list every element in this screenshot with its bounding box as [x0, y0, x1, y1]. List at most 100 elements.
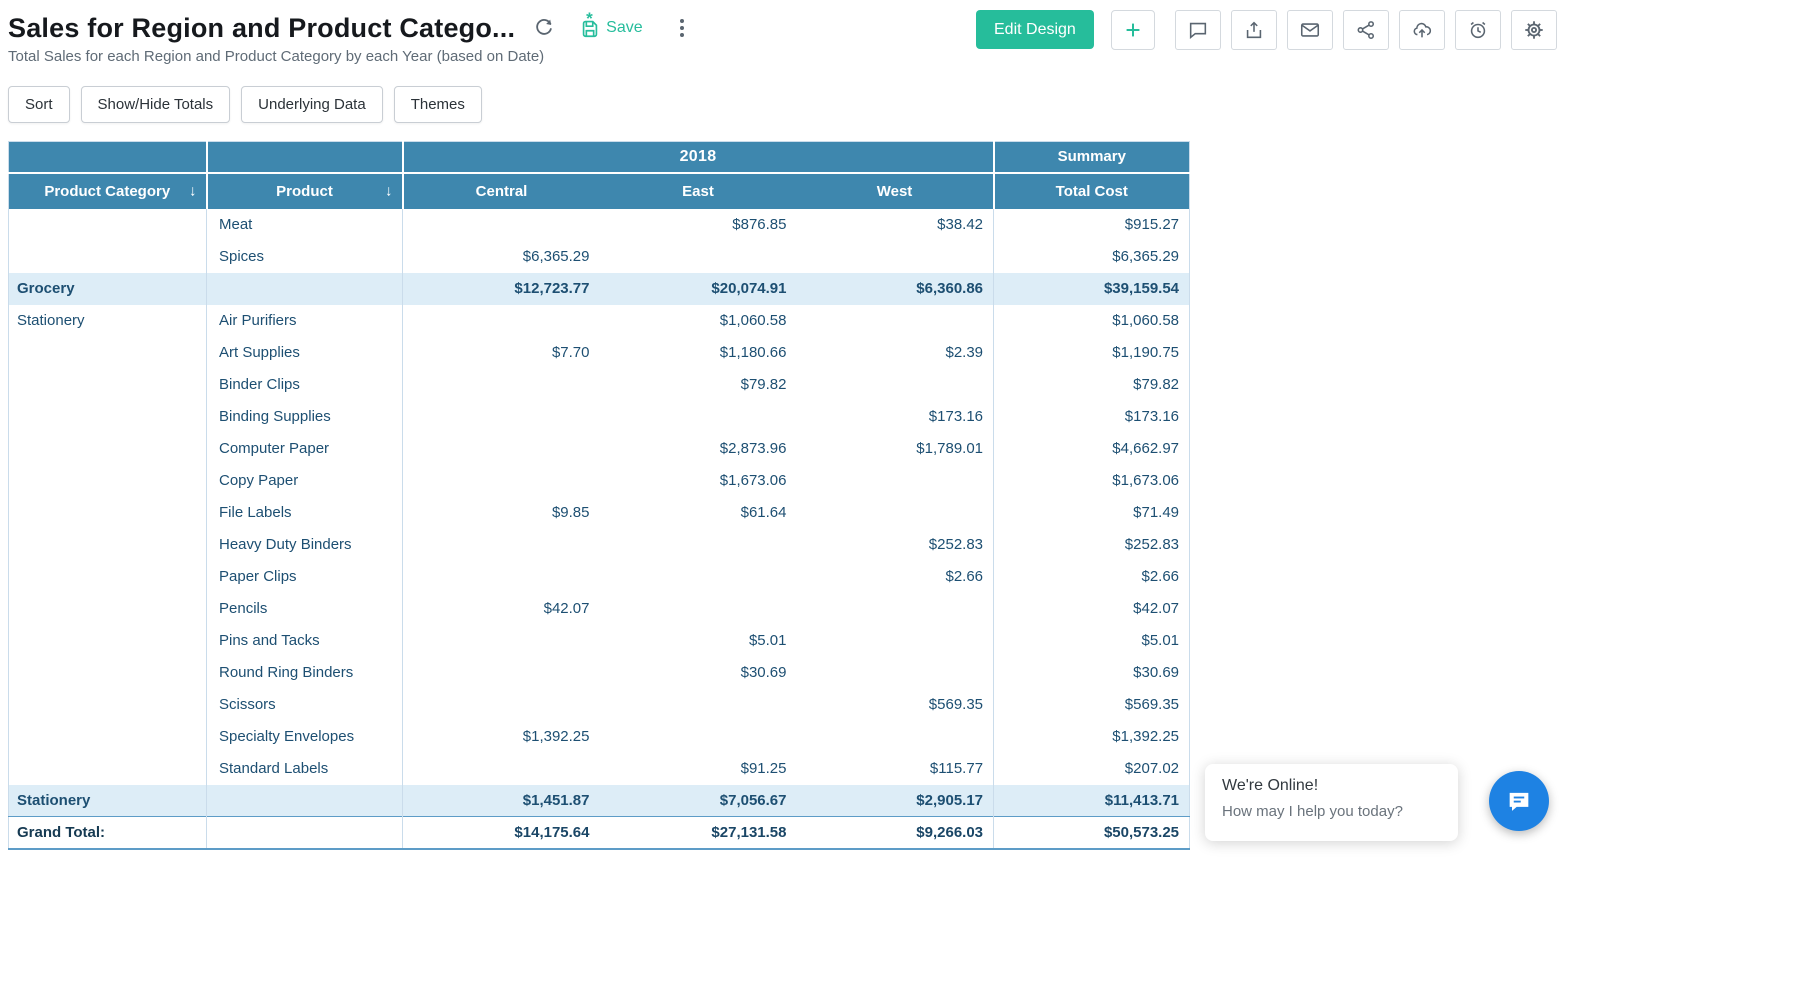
cell-category[interactable] — [9, 657, 207, 689]
cell-central[interactable] — [402, 752, 600, 785]
cell-product[interactable]: Scissors — [206, 688, 403, 721]
cell-product[interactable]: Pencils — [206, 592, 403, 625]
cell-east[interactable]: $2,873.96 — [719, 440, 787, 457]
cell-central[interactable] — [402, 624, 600, 657]
column-header-east[interactable]: East — [599, 172, 797, 209]
cell-total-cost[interactable]: $5.01 — [993, 624, 1190, 657]
cell-west[interactable] — [797, 465, 994, 497]
column-header-product[interactable]: Product ↓ — [205, 172, 403, 209]
cell-central[interactable]: $1,392.25 — [402, 720, 600, 753]
cell-product[interactable]: Spices — [206, 240, 403, 273]
summary-header[interactable]: Summary — [992, 141, 1190, 174]
alerts-button[interactable] — [1454, 10, 1501, 50]
cell-central[interactable] — [402, 464, 600, 497]
cell-product[interactable] — [206, 272, 403, 305]
cell-category[interactable] — [9, 497, 207, 529]
cell-product[interactable]: Specialty Envelopes — [206, 720, 403, 753]
cell-west[interactable]: $173.16 — [928, 408, 984, 425]
cell-west[interactable]: $2.66 — [945, 568, 984, 585]
cell-category[interactable] — [9, 593, 207, 625]
cell-product[interactable]: Binding Supplies — [206, 400, 403, 433]
cell-west[interactable] — [797, 657, 994, 689]
cell-product[interactable]: Art Supplies — [206, 336, 403, 369]
cell-total-cost[interactable]: $71.49 — [993, 496, 1190, 529]
cell-product[interactable]: Paper Clips — [206, 560, 403, 593]
column-header-central[interactable]: Central — [401, 172, 600, 209]
cell-east[interactable]: $27,131.58 — [599, 816, 797, 849]
cell-category[interactable]: Grand Total: — [8, 816, 207, 849]
cell-product[interactable]: Binder Clips — [206, 368, 403, 401]
cell-west[interactable]: $38.42 — [937, 216, 984, 233]
cell-west[interactable] — [797, 497, 994, 529]
cell-product[interactable]: Computer Paper — [206, 432, 403, 465]
cell-central[interactable]: $6,365.29 — [402, 240, 600, 273]
cell-west[interactable] — [797, 305, 994, 337]
cell-east[interactable] — [600, 689, 797, 721]
cell-east[interactable] — [600, 721, 797, 753]
cell-total-cost[interactable]: $4,662.97 — [993, 432, 1190, 465]
cell-central[interactable] — [402, 560, 600, 593]
edit-design-button[interactable]: Edit Design — [976, 10, 1094, 49]
year-header[interactable]: 2018 — [401, 141, 994, 174]
cell-east[interactable] — [600, 241, 797, 273]
cell-east[interactable]: $876.85 — [732, 216, 787, 233]
cell-total-cost[interactable]: $39,159.54 — [993, 272, 1190, 305]
cell-east[interactable]: $79.82 — [740, 376, 787, 393]
cell-category[interactable] — [9, 433, 207, 465]
cell-category[interactable] — [9, 721, 207, 753]
cell-central[interactable] — [402, 432, 600, 465]
refresh-button[interactable] — [530, 14, 558, 42]
cell-west[interactable]: $2.39 — [945, 344, 984, 361]
cell-category[interactable] — [9, 369, 207, 401]
cell-product[interactable]: Standard Labels — [206, 752, 403, 785]
themes-button[interactable]: Themes — [393, 86, 482, 123]
cell-category[interactable] — [9, 209, 207, 241]
cell-product[interactable]: Round Ring Binders — [206, 656, 403, 689]
sort-descending-icon[interactable]: ↓ — [385, 182, 393, 200]
cell-total-cost[interactable]: $6,365.29 — [993, 240, 1190, 273]
cell-category[interactable] — [9, 753, 207, 785]
column-header-total-cost[interactable]: Total Cost — [992, 172, 1190, 209]
add-button[interactable] — [1110, 10, 1155, 50]
cell-product[interactable]: Meat — [206, 208, 403, 241]
cell-central[interactable] — [402, 304, 600, 337]
cell-total-cost[interactable]: $207.02 — [993, 752, 1190, 785]
cell-total-cost[interactable]: $252.83 — [993, 528, 1190, 561]
cell-west[interactable]: $115.77 — [929, 760, 984, 777]
email-button[interactable] — [1286, 10, 1333, 50]
cell-product[interactable]: Pins and Tacks — [206, 624, 403, 657]
cell-total-cost[interactable]: $42.07 — [993, 592, 1190, 625]
cell-product[interactable] — [206, 816, 403, 849]
save-button[interactable]: * Save — [573, 9, 648, 40]
cell-east[interactable]: $1,180.66 — [719, 344, 787, 361]
comment-button[interactable] — [1174, 10, 1221, 50]
cell-west[interactable]: $2,905.17 — [796, 784, 994, 817]
cell-east[interactable]: $1,673.06 — [719, 472, 787, 489]
cell-west[interactable]: $6,360.86 — [796, 272, 994, 305]
cell-total-cost[interactable]: $2.66 — [993, 560, 1190, 593]
chat-widget[interactable]: We're Online! How may I help you today? — [1205, 764, 1458, 841]
cell-west[interactable] — [797, 625, 994, 657]
cell-central[interactable]: $42.07 — [402, 592, 600, 625]
share-button[interactable] — [1342, 10, 1389, 50]
cell-central[interactable]: $7.70 — [402, 336, 600, 369]
cell-total-cost[interactable]: $30.69 — [993, 656, 1190, 689]
cell-west[interactable] — [797, 241, 994, 273]
cell-east[interactable]: $20,074.91 — [599, 272, 797, 305]
cell-total-cost[interactable]: $1,673.06 — [993, 464, 1190, 497]
cell-west[interactable] — [797, 369, 994, 401]
cell-east[interactable] — [600, 529, 797, 561]
sort-button[interactable]: Sort — [8, 86, 70, 123]
cell-west[interactable]: $569.35 — [928, 696, 984, 713]
cell-product[interactable]: Air Purifiers — [206, 304, 403, 337]
cell-central[interactable] — [402, 656, 600, 689]
cell-east[interactable] — [600, 561, 797, 593]
cell-central[interactable] — [402, 688, 600, 721]
cell-category[interactable]: Stationery — [8, 784, 207, 817]
cell-central[interactable] — [402, 400, 600, 433]
cloud-upload-button[interactable] — [1398, 10, 1445, 50]
cell-east[interactable]: $61.64 — [740, 504, 787, 521]
column-header-west[interactable]: West — [796, 172, 994, 209]
cell-east[interactable]: $5.01 — [748, 632, 787, 649]
cell-category[interactable]: Stationery — [17, 312, 85, 329]
